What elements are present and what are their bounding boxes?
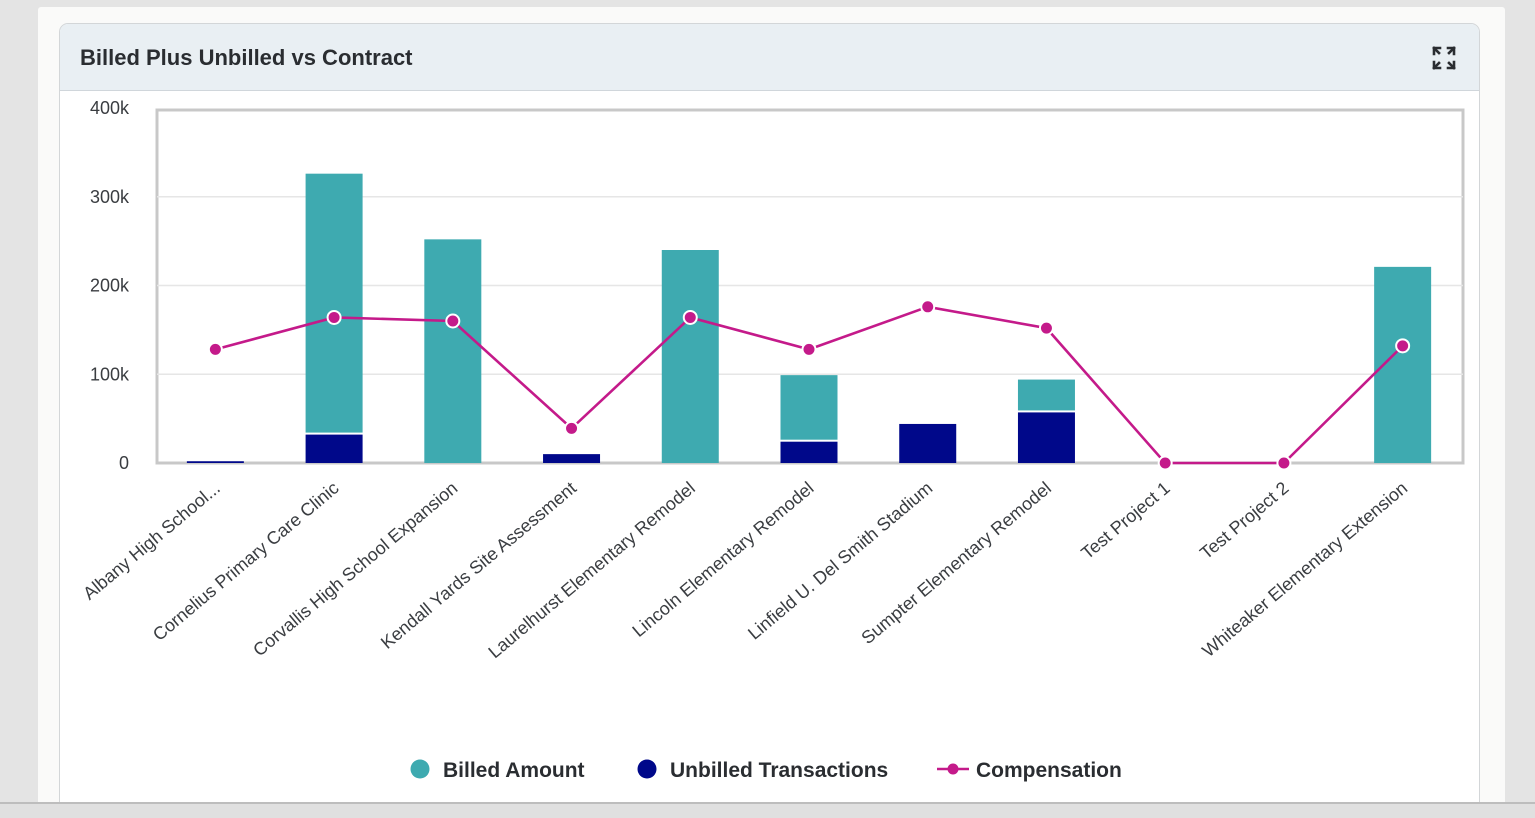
compensation-point[interactable]: [1157, 455, 1173, 471]
bar-unbilled[interactable]: [899, 423, 957, 463]
compensation-point[interactable]: [564, 420, 580, 436]
compensation-point[interactable]: [207, 341, 223, 357]
bar-billed[interactable]: [424, 239, 482, 463]
legend-swatch-dot: [947, 763, 959, 775]
x-tick-label: Kendall Yards Site Assessment: [377, 478, 580, 653]
bar-billed[interactable]: [780, 375, 838, 440]
compensation-point[interactable]: [801, 341, 817, 357]
x-tick-label: Test Project 2: [1196, 478, 1292, 563]
bar-billed[interactable]: [305, 173, 363, 433]
compensation-point[interactable]: [326, 309, 342, 325]
page-bottom-border: [0, 802, 1535, 818]
bar-unbilled[interactable]: [543, 454, 601, 463]
bar-unbilled[interactable]: [186, 461, 244, 463]
legend-swatch: [410, 759, 430, 779]
compensation-point[interactable]: [1038, 320, 1054, 336]
compensation-point[interactable]: [445, 313, 461, 329]
bar-unbilled[interactable]: [305, 434, 363, 463]
bar-billed[interactable]: [1017, 379, 1075, 411]
y-tick-label: 400k: [90, 98, 130, 118]
y-tick-label: 100k: [90, 364, 130, 384]
bar-billed[interactable]: [661, 250, 719, 463]
legend-swatch: [637, 759, 657, 779]
y-tick-label: 200k: [90, 276, 130, 296]
expand-button[interactable]: [1429, 43, 1459, 73]
x-tick-label: Linfield U. Del Smith Stadium: [744, 478, 936, 644]
chart-legend: Billed Amount Unbilled Transactions Compen…: [410, 759, 1122, 782]
legend-label: Billed Amount: [443, 759, 585, 782]
x-tick-label: Corvallis High School Expansion: [249, 478, 461, 661]
legend-label: Compensation: [976, 759, 1122, 782]
compensation-point[interactable]: [682, 309, 698, 325]
x-tick-label: Cornelius Primary Care Clinic: [149, 478, 343, 645]
bar-unbilled[interactable]: [780, 441, 838, 463]
legend-item[interactable]: Unbilled Transactions: [637, 759, 889, 782]
expand-icon: [1432, 46, 1456, 70]
legend-label: Unbilled Transactions: [670, 759, 888, 782]
chart-card: Billed Plus Unbilled vs Contract: [59, 23, 1480, 813]
legend-item[interactable]: Compensation: [937, 759, 1122, 782]
card-header: Billed Plus Unbilled vs Contract: [60, 24, 1479, 91]
compensation-point[interactable]: [1395, 338, 1411, 354]
y-tick-label: 300k: [90, 187, 130, 207]
card-title: Billed Plus Unbilled vs Contract: [80, 45, 413, 70]
legend-item[interactable]: Billed Amount: [410, 759, 585, 782]
x-tick-label: Laurelhurst Elementary Remodel: [484, 478, 698, 662]
bar-unbilled[interactable]: [1017, 412, 1075, 463]
compensation-point[interactable]: [1276, 455, 1292, 471]
compensation-point[interactable]: [920, 299, 936, 315]
x-tick-label: Whiteaker Elementary Extension: [1198, 478, 1411, 661]
x-tick-label: Test Project 1: [1077, 478, 1173, 563]
y-tick-label: 0: [119, 453, 129, 473]
x-tick-label: Sumpter Elementary Remodel: [857, 478, 1055, 648]
